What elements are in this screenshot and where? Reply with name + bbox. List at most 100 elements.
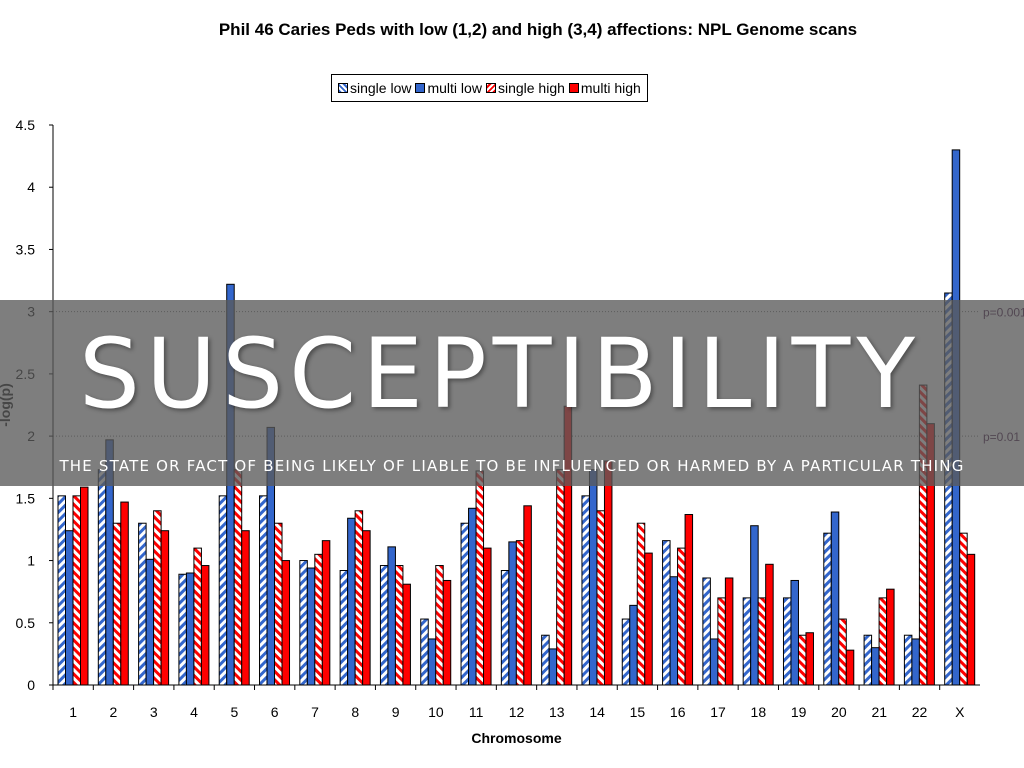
legend-swatch bbox=[568, 83, 579, 93]
y-tick-label: 1.5 bbox=[16, 490, 36, 506]
bar-multi-low-chr-4 bbox=[185, 572, 195, 686]
x-tick-label: 6 bbox=[271, 704, 279, 720]
bar-multi-low-chr-11 bbox=[468, 507, 477, 686]
legend-item: single low bbox=[338, 80, 411, 96]
bar-multi-high-chr-21 bbox=[886, 588, 895, 686]
bar-multi-high-chr-8 bbox=[362, 530, 371, 686]
bar-multi-low-chr-18 bbox=[750, 525, 759, 686]
bar-single-high-chr-9 bbox=[394, 565, 404, 686]
y-tick-label: 4.5 bbox=[16, 117, 36, 133]
bar-multi-high-chr-18 bbox=[765, 563, 774, 686]
bar-single-low-chr-17 bbox=[702, 577, 711, 686]
bar-single-high-chr-13 bbox=[556, 469, 565, 686]
bar-single-high-chr-19 bbox=[797, 634, 807, 686]
bar-multi-high-chr-17 bbox=[724, 577, 734, 686]
bar-multi-high-chr-6 bbox=[281, 560, 291, 686]
bar-multi-high-chr-2 bbox=[120, 501, 129, 686]
bar-single-high-chr-10 bbox=[435, 565, 444, 686]
bar-single-high-chr-1 bbox=[72, 495, 81, 686]
bar-multi-low-chr-10 bbox=[427, 638, 437, 686]
bar-multi-low-chr-17 bbox=[709, 638, 719, 686]
bar-single-high-chr-4 bbox=[193, 547, 202, 686]
x-tick-label: 12 bbox=[509, 704, 525, 720]
bar-single-high-chr-11 bbox=[475, 470, 485, 686]
bar-multi-low-chr-15 bbox=[629, 604, 638, 686]
bar-single-low-chr-22 bbox=[903, 634, 913, 686]
overlay-title: SUSCEPTIBILITY bbox=[79, 318, 921, 430]
bar-single-low-chr-2 bbox=[97, 469, 107, 686]
bar-single-high-chr-17 bbox=[717, 597, 726, 686]
bar-multi-low-chr-8 bbox=[347, 517, 356, 686]
legend-swatch bbox=[415, 83, 426, 93]
y-tick-label: 4 bbox=[27, 179, 35, 195]
x-tick-label: 18 bbox=[751, 704, 767, 720]
bar-multi-high-chr-20 bbox=[845, 649, 855, 686]
bar-multi-low-chr-20 bbox=[830, 511, 840, 686]
bar-multi-high-chr-7 bbox=[321, 540, 331, 686]
bar-multi-high-chr-19 bbox=[805, 632, 814, 686]
bar-multi-high-chr-3 bbox=[160, 530, 170, 686]
x-axis-label: Chromosome bbox=[471, 730, 561, 746]
bar-single-low-chr-14 bbox=[581, 495, 590, 686]
x-tick-label: 22 bbox=[912, 704, 928, 720]
x-tick-label: 1 bbox=[69, 704, 77, 720]
bar-single-low-chr-11 bbox=[460, 522, 470, 686]
x-tick-label: 9 bbox=[392, 704, 400, 720]
bar-multi-low-chr-13 bbox=[548, 648, 558, 686]
bar-multi-high-chr-9 bbox=[402, 583, 411, 686]
bar-single-low-chr-18 bbox=[742, 597, 752, 686]
bar-single-low-chr-8 bbox=[339, 570, 349, 686]
x-tick-label: 5 bbox=[230, 704, 238, 720]
y-tick-label: 0.5 bbox=[16, 615, 36, 631]
x-tick-label: 21 bbox=[871, 704, 887, 720]
bar-multi-low-chr-7 bbox=[306, 567, 316, 686]
legend-item: multi high bbox=[568, 80, 641, 96]
bar-multi-high-chr-1 bbox=[80, 486, 89, 686]
x-tick-label: 15 bbox=[630, 704, 646, 720]
bar-single-high-chr-5 bbox=[233, 469, 243, 686]
x-tick-label: 10 bbox=[428, 704, 444, 720]
bar-multi-low-chr-3 bbox=[145, 558, 155, 686]
legend-label: multi high bbox=[580, 80, 641, 96]
bar-single-low-chr-10 bbox=[420, 618, 429, 686]
bar-single-high-chr-21 bbox=[878, 597, 888, 686]
bar-multi-high-chr-10 bbox=[442, 579, 452, 686]
bar-single-high-chr-3 bbox=[153, 510, 162, 686]
bar-single-low-chr-1 bbox=[57, 495, 66, 686]
x-tick-label: 13 bbox=[549, 704, 565, 720]
bar-single-low-chr-20 bbox=[823, 532, 832, 686]
legend-swatch bbox=[338, 83, 348, 93]
bar-single-high-chr-X bbox=[959, 532, 968, 686]
bar-multi-low-chr-19 bbox=[790, 579, 799, 686]
bar-single-low-chr-4 bbox=[178, 573, 187, 686]
bar-multi-low-chr-1 bbox=[65, 530, 74, 686]
bar-single-low-chr-6 bbox=[259, 495, 268, 686]
bar-single-high-chr-8 bbox=[354, 510, 364, 686]
bar-multi-high-chr-11 bbox=[483, 547, 492, 686]
x-tick-label: 3 bbox=[150, 704, 158, 720]
x-tick-label: 11 bbox=[469, 704, 484, 720]
bar-single-high-chr-20 bbox=[838, 618, 847, 686]
bar-single-low-chr-13 bbox=[541, 634, 550, 686]
x-tick-label: 17 bbox=[710, 704, 726, 720]
x-tick-label: 16 bbox=[670, 704, 686, 720]
bar-single-low-chr-3 bbox=[138, 522, 147, 686]
x-tick-label: 19 bbox=[791, 704, 807, 720]
legend-label: single high bbox=[497, 80, 565, 96]
legend-swatch bbox=[485, 83, 496, 93]
bar-multi-high-chr-5 bbox=[241, 530, 250, 686]
bar-single-high-chr-16 bbox=[677, 547, 686, 686]
bar-multi-low-chr-22 bbox=[911, 638, 920, 686]
bar-multi-high-chr-15 bbox=[644, 552, 653, 686]
bar-multi-high-chr-X bbox=[966, 553, 976, 686]
bar-multi-low-chr-12 bbox=[508, 541, 517, 686]
legend-item: multi low bbox=[415, 80, 482, 96]
x-tick-label: 14 bbox=[589, 704, 605, 720]
bar-multi-low-chr-16 bbox=[669, 576, 679, 686]
legend-label: multi low bbox=[427, 80, 482, 96]
bar-single-low-chr-15 bbox=[621, 618, 631, 686]
bar-single-low-chr-21 bbox=[863, 634, 873, 686]
y-tick-label: 1 bbox=[27, 553, 35, 569]
chart-title: Phil 46 Caries Peds with low (1,2) and h… bbox=[218, 20, 858, 39]
bar-single-low-chr-7 bbox=[299, 560, 308, 686]
